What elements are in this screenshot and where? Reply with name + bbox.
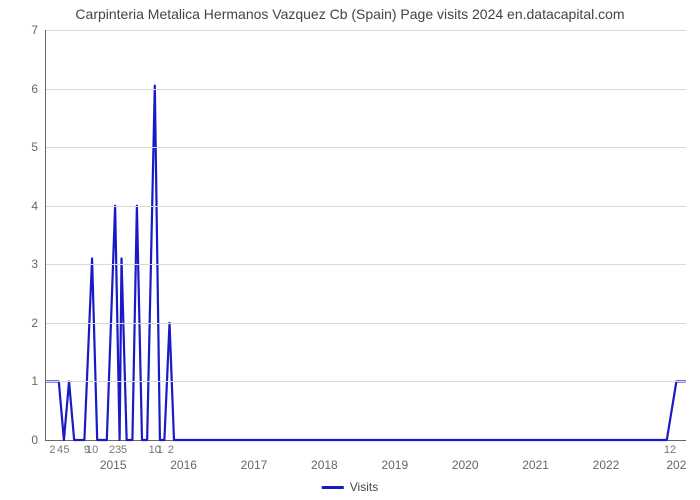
gridline — [46, 381, 686, 382]
legend-swatch — [322, 486, 344, 489]
y-tick-label: 1 — [31, 374, 38, 388]
gridline — [46, 264, 686, 265]
y-tick-label: 0 — [31, 433, 38, 447]
y-tick-label: 3 — [31, 257, 38, 271]
x-sub-label: 5 — [63, 444, 69, 456]
x-year-label: 2017 — [241, 458, 268, 472]
x-sub-label: 23 — [109, 444, 121, 456]
y-tick-label: 5 — [31, 140, 38, 154]
x-year-label: 2021 — [522, 458, 549, 472]
gridline — [46, 206, 686, 207]
x-sub-label: 12 — [664, 444, 676, 456]
legend-label: Visits — [350, 480, 378, 494]
x-year-label: 2022 — [593, 458, 620, 472]
x-year-label: 202 — [666, 458, 686, 472]
visits-line — [46, 86, 686, 440]
gridline — [46, 147, 686, 148]
legend: Visits — [322, 480, 378, 494]
x-sub-label: 5 — [121, 444, 127, 456]
gridline — [46, 89, 686, 90]
y-tick-label: 6 — [31, 82, 38, 96]
x-sub-label: 2 — [168, 444, 174, 456]
x-year-label: 2019 — [381, 458, 408, 472]
y-tick-label: 7 — [31, 23, 38, 37]
x-year-label: 2020 — [452, 458, 479, 472]
gridline — [46, 323, 686, 324]
gridline — [46, 30, 686, 31]
x-sub-label: 1 — [157, 444, 163, 456]
y-tick-label: 4 — [31, 199, 38, 213]
x-sub-label: 2 — [49, 444, 55, 456]
line-series — [46, 30, 686, 440]
chart-container: Carpinteria Metalica Hermanos Vazquez Cb… — [0, 0, 700, 500]
x-sub-label: 10 — [86, 444, 98, 456]
chart-title: Carpinteria Metalica Hermanos Vazquez Cb… — [0, 6, 700, 22]
plot-area: 0123456720152016201720182019202020212022… — [45, 30, 686, 441]
x-sub-label: 4 — [57, 444, 63, 456]
x-year-label: 2018 — [311, 458, 338, 472]
y-tick-label: 2 — [31, 316, 38, 330]
x-year-label: 2015 — [100, 458, 127, 472]
x-year-label: 2016 — [170, 458, 197, 472]
